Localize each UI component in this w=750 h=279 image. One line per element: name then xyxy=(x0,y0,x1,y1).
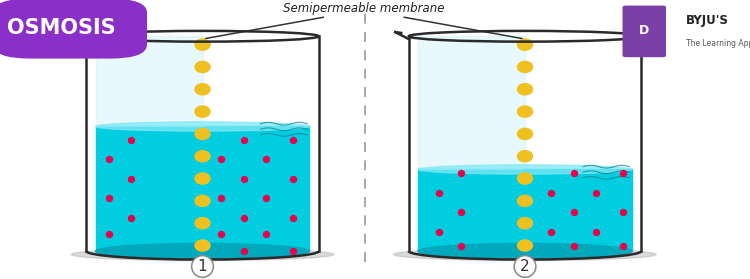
FancyBboxPatch shape xyxy=(0,0,147,59)
Ellipse shape xyxy=(195,195,210,206)
Ellipse shape xyxy=(71,248,334,261)
Point xyxy=(260,232,272,237)
Point xyxy=(616,171,628,175)
Point xyxy=(545,229,557,234)
Ellipse shape xyxy=(195,240,210,251)
Point xyxy=(215,196,227,200)
Text: 1: 1 xyxy=(198,259,207,274)
Point xyxy=(103,232,115,237)
Text: Semipermeable membrane: Semipermeable membrane xyxy=(283,2,445,15)
Ellipse shape xyxy=(518,61,532,73)
Ellipse shape xyxy=(518,195,532,206)
Ellipse shape xyxy=(195,39,210,50)
Point xyxy=(260,196,272,200)
Ellipse shape xyxy=(518,151,532,162)
Text: D: D xyxy=(639,24,650,37)
Ellipse shape xyxy=(518,128,532,140)
Point xyxy=(238,215,250,220)
Point xyxy=(125,137,137,142)
Text: The Learning App: The Learning App xyxy=(686,39,750,48)
Ellipse shape xyxy=(518,39,532,50)
Polygon shape xyxy=(95,36,202,126)
Ellipse shape xyxy=(195,128,210,140)
Point xyxy=(545,190,557,195)
Ellipse shape xyxy=(418,165,632,174)
Ellipse shape xyxy=(195,106,210,117)
Ellipse shape xyxy=(95,243,310,259)
Ellipse shape xyxy=(518,240,532,251)
Point xyxy=(433,190,445,195)
Point xyxy=(455,171,467,175)
Point xyxy=(103,196,115,200)
Polygon shape xyxy=(418,169,632,251)
Point xyxy=(455,210,467,214)
FancyBboxPatch shape xyxy=(622,6,666,57)
Point xyxy=(455,243,467,248)
Point xyxy=(568,243,580,248)
Point xyxy=(286,176,298,181)
Point xyxy=(260,157,272,161)
Point xyxy=(238,249,250,253)
Text: BYJU'S: BYJU'S xyxy=(686,15,729,27)
Point xyxy=(215,157,227,161)
Point xyxy=(616,243,628,248)
Point xyxy=(286,137,298,142)
Polygon shape xyxy=(418,36,525,169)
Ellipse shape xyxy=(418,243,632,259)
Point xyxy=(590,190,602,195)
Point xyxy=(238,176,250,181)
Ellipse shape xyxy=(195,173,210,184)
Ellipse shape xyxy=(95,122,310,131)
Ellipse shape xyxy=(195,218,210,229)
Text: OSMOSIS: OSMOSIS xyxy=(8,18,116,38)
Point xyxy=(286,215,298,220)
Polygon shape xyxy=(95,126,310,251)
Ellipse shape xyxy=(518,84,532,95)
Ellipse shape xyxy=(518,218,532,229)
Point xyxy=(590,229,602,234)
Point xyxy=(125,215,137,220)
Ellipse shape xyxy=(195,84,210,95)
Point xyxy=(238,137,250,142)
Ellipse shape xyxy=(195,151,210,162)
Text: 2: 2 xyxy=(520,259,530,274)
Point xyxy=(433,229,445,234)
Point xyxy=(103,157,115,161)
Point xyxy=(616,210,628,214)
Point xyxy=(215,232,227,237)
Ellipse shape xyxy=(518,106,532,117)
Point xyxy=(286,249,298,253)
Point xyxy=(568,210,580,214)
Point xyxy=(125,176,137,181)
Ellipse shape xyxy=(518,173,532,184)
Point xyxy=(568,171,580,175)
Ellipse shape xyxy=(394,248,656,261)
Ellipse shape xyxy=(195,61,210,73)
